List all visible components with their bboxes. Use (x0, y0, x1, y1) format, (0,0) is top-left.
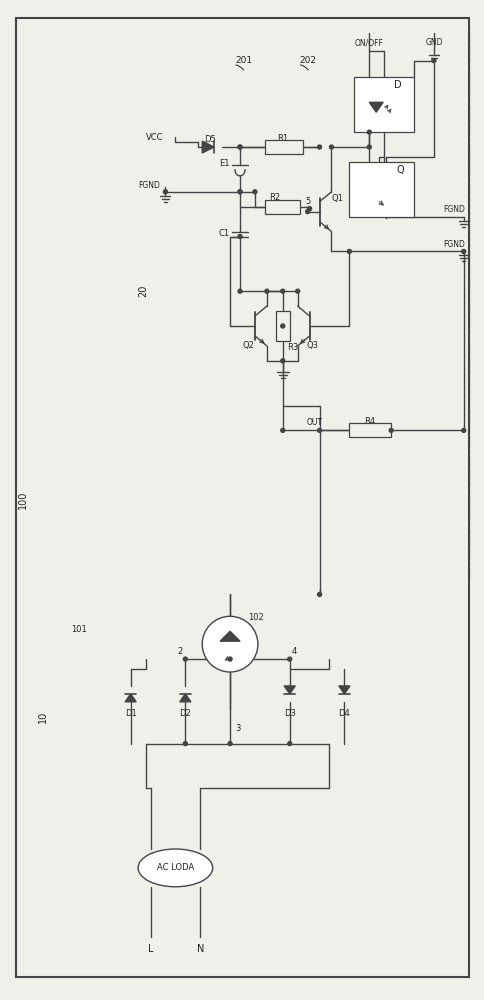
Circle shape (202, 616, 257, 672)
Bar (348, 423, 390, 437)
Text: 4: 4 (291, 647, 297, 656)
Text: R4: R4 (363, 417, 374, 426)
Text: Q1: Q1 (331, 194, 343, 203)
Circle shape (238, 190, 242, 194)
Circle shape (366, 145, 370, 149)
Text: D: D (393, 80, 401, 90)
Text: R3: R3 (287, 343, 298, 352)
Text: AC LODA: AC LODA (156, 863, 194, 872)
Circle shape (317, 592, 321, 596)
Circle shape (287, 742, 291, 746)
Text: 5: 5 (304, 197, 310, 206)
Text: Q: Q (395, 165, 403, 175)
Text: E1: E1 (219, 159, 229, 168)
Bar (275, 311, 289, 341)
Text: D4: D4 (338, 709, 349, 718)
Circle shape (238, 145, 242, 149)
Text: FGND: FGND (442, 205, 464, 214)
Circle shape (431, 59, 435, 63)
Text: 3: 3 (235, 724, 240, 733)
Text: Q3: Q3 (306, 341, 318, 350)
Text: N: N (196, 944, 203, 954)
Circle shape (238, 235, 242, 239)
Circle shape (163, 190, 167, 194)
Text: R1: R1 (277, 134, 287, 143)
Circle shape (317, 145, 321, 149)
Circle shape (280, 324, 284, 328)
Text: FGND: FGND (138, 181, 160, 190)
Text: FGND: FGND (442, 240, 464, 249)
Circle shape (238, 289, 242, 293)
Bar (145, 43, 274, 425)
Circle shape (264, 289, 268, 293)
Bar (264, 200, 299, 214)
Bar (348, 162, 413, 217)
Text: 6: 6 (279, 312, 285, 321)
Circle shape (295, 289, 299, 293)
Polygon shape (202, 141, 214, 153)
Text: Q2: Q2 (242, 341, 254, 350)
Circle shape (307, 207, 311, 211)
Ellipse shape (138, 849, 212, 887)
Text: D5: D5 (204, 135, 215, 144)
Circle shape (305, 210, 309, 214)
Text: OUT: OUT (306, 418, 322, 427)
Text: D3: D3 (283, 709, 295, 718)
Circle shape (183, 742, 187, 746)
Polygon shape (284, 686, 295, 694)
Text: VCC: VCC (146, 133, 163, 142)
Circle shape (347, 249, 350, 253)
Polygon shape (220, 631, 240, 641)
Text: D1: D1 (124, 709, 136, 718)
Circle shape (280, 289, 284, 293)
Circle shape (317, 428, 321, 432)
Circle shape (388, 428, 393, 432)
Text: 20: 20 (138, 285, 148, 297)
Polygon shape (338, 686, 349, 694)
Text: D2: D2 (179, 709, 191, 718)
Bar (314, 33, 463, 346)
Polygon shape (368, 102, 382, 112)
Text: C1: C1 (218, 229, 229, 238)
Bar (31, 589, 463, 843)
Circle shape (461, 249, 465, 253)
Circle shape (329, 145, 333, 149)
Text: R2: R2 (269, 193, 280, 202)
Text: GND: GND (424, 38, 442, 47)
Text: 100: 100 (18, 491, 28, 509)
Circle shape (287, 657, 291, 661)
Circle shape (366, 130, 370, 134)
Text: 201: 201 (235, 56, 252, 65)
Bar (130, 25, 468, 580)
Circle shape (280, 428, 284, 432)
Text: L: L (148, 944, 153, 954)
Circle shape (238, 190, 242, 194)
Polygon shape (180, 694, 191, 702)
Bar (354, 77, 413, 132)
Circle shape (227, 742, 231, 746)
Text: 2: 2 (177, 647, 182, 656)
Circle shape (253, 190, 257, 194)
Circle shape (238, 145, 242, 149)
Text: 202: 202 (299, 56, 316, 65)
Text: 101: 101 (71, 625, 87, 634)
Circle shape (227, 657, 231, 661)
Circle shape (280, 359, 284, 363)
Text: 10: 10 (38, 711, 48, 723)
Circle shape (461, 428, 465, 432)
Bar (264, 140, 302, 154)
Circle shape (183, 657, 187, 661)
Polygon shape (125, 694, 136, 702)
Text: ON/OFF: ON/OFF (354, 38, 383, 47)
Bar (61, 614, 368, 773)
Text: 102: 102 (247, 613, 263, 622)
